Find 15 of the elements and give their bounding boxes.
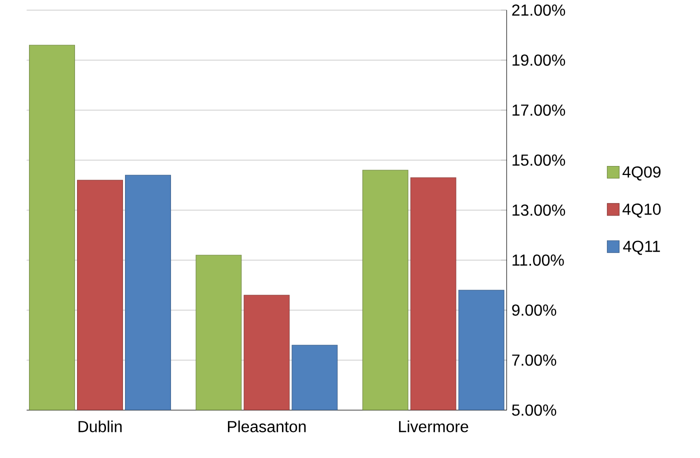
x-tick-label: Dublin bbox=[78, 420, 122, 432]
y-tick-label: 9.00% bbox=[512, 304, 556, 316]
y-tick-label: 19.00% bbox=[512, 54, 566, 66]
x-tick-label: Pleasanton bbox=[228, 420, 306, 432]
y-tick-label: 11.00% bbox=[512, 254, 564, 266]
y-tick-label: 21.00% bbox=[512, 4, 566, 16]
y-tick-label: 13.00% bbox=[512, 204, 566, 216]
y-tick-label: 17.00% bbox=[512, 104, 566, 116]
y-tick-label: 15.00% bbox=[512, 154, 566, 166]
y-tick-label: 5.00% bbox=[512, 404, 556, 416]
x-tick-label: Livermore bbox=[399, 420, 468, 432]
y-tick-label: 7.00% bbox=[512, 354, 556, 366]
legend-label: 4Q10 bbox=[622, 203, 661, 218]
legend-label: 4Q11 bbox=[623, 240, 660, 255]
legend-label: 4Q09 bbox=[622, 166, 661, 181]
